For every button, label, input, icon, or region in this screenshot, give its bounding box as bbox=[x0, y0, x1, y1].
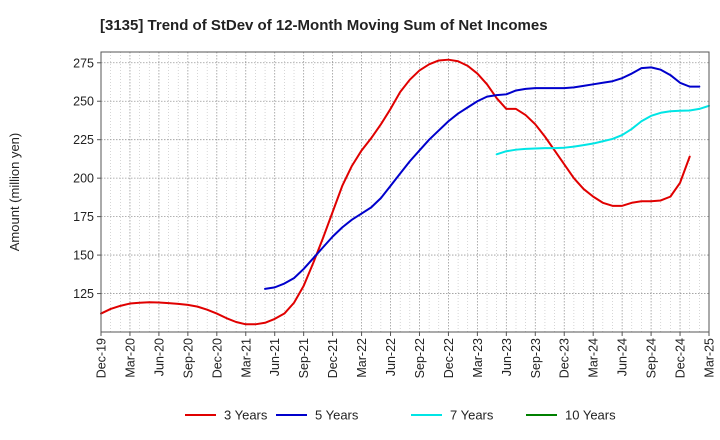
x-tick-label: Mar-23 bbox=[471, 338, 485, 378]
y-tick-label: 175 bbox=[73, 210, 94, 224]
x-tick-label: Mar-24 bbox=[587, 338, 601, 378]
x-tick-label: Dec-21 bbox=[326, 338, 340, 378]
x-tick-label: Dec-19 bbox=[95, 338, 109, 378]
series-line-5-years bbox=[264, 66, 701, 290]
x-tick-label: Jun-24 bbox=[616, 338, 630, 376]
grid bbox=[100, 52, 710, 332]
x-tick-label: Mar-25 bbox=[703, 338, 717, 378]
x-tick-label: Sep-24 bbox=[645, 338, 659, 378]
x-tick-label: Sep-23 bbox=[529, 338, 543, 378]
x-tick-label: Jun-21 bbox=[268, 338, 282, 376]
y-tick-label: 125 bbox=[73, 287, 94, 301]
series-line-7-years bbox=[495, 104, 710, 156]
x-tick-label: Mar-21 bbox=[239, 338, 253, 378]
y-tick-label: 250 bbox=[73, 95, 94, 109]
y-tick-label: 200 bbox=[73, 172, 94, 186]
legend-label: 7 Years bbox=[450, 408, 494, 423]
legend-label: 3 Years bbox=[224, 408, 268, 423]
x-tick-label: Dec-23 bbox=[558, 338, 572, 378]
chart-title: [3135] Trend of StDev of 12-Month Moving… bbox=[100, 17, 548, 34]
x-tick-label: Jun-20 bbox=[152, 338, 166, 376]
y-tick-label: 150 bbox=[73, 249, 94, 263]
plot-frame bbox=[100, 51, 710, 333]
plot-area bbox=[101, 52, 709, 332]
series-lines bbox=[100, 58, 710, 326]
x-axis-ticks: Dec-19 Mar-20 Jun-20 Sep-20 Dec-20 Mar-21 Jun-… bbox=[95, 332, 717, 378]
x-tick-label: Mar-20 bbox=[123, 338, 137, 378]
x-tick-label: Sep-22 bbox=[413, 338, 427, 378]
x-tick-label: Sep-20 bbox=[181, 338, 195, 378]
y-axis-ticks: 125 150 175 200 225 250 275 bbox=[73, 56, 101, 301]
y-tick-label: 225 bbox=[73, 133, 94, 147]
y-tick-label: 275 bbox=[73, 56, 94, 70]
legend-label: 10 Years bbox=[565, 408, 616, 423]
legend-label: 5 Years bbox=[315, 408, 359, 423]
x-tick-label: Mar-22 bbox=[355, 338, 369, 378]
x-tick-label: Dec-22 bbox=[442, 338, 456, 378]
x-tick-label: Sep-21 bbox=[297, 338, 311, 378]
legend: 3 Years 5 Years 7 Years 10 Years bbox=[185, 408, 616, 423]
y-axis-label: Amount (million yen) bbox=[7, 133, 22, 252]
x-tick-label: Jun-22 bbox=[384, 338, 398, 376]
x-tick-label: Jun-23 bbox=[500, 338, 514, 376]
x-tick-label: Dec-24 bbox=[674, 338, 688, 378]
series-line-3-years bbox=[100, 58, 691, 326]
x-tick-label: Dec-20 bbox=[210, 338, 224, 378]
